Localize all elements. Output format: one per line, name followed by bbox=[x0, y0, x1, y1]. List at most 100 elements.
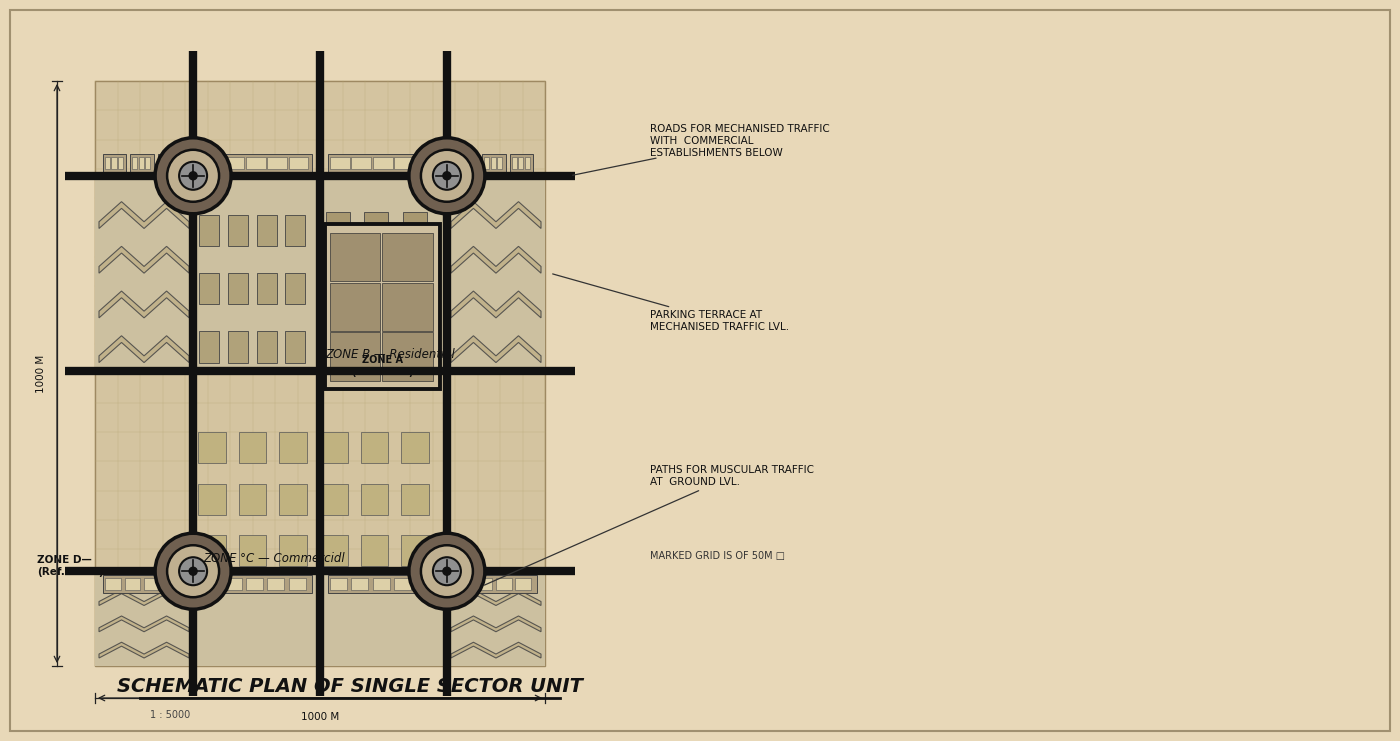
Bar bbox=[402, 484, 428, 514]
Circle shape bbox=[167, 545, 218, 597]
Circle shape bbox=[155, 138, 231, 213]
Bar bbox=[326, 212, 350, 246]
Text: MARKED GRID IS OF 50M □: MARKED GRID IS OF 50M □ bbox=[650, 551, 785, 561]
Circle shape bbox=[409, 138, 484, 213]
Bar bbox=[382, 283, 433, 331]
Bar bbox=[105, 157, 111, 169]
Circle shape bbox=[421, 150, 473, 202]
Bar bbox=[139, 157, 144, 169]
Bar bbox=[496, 578, 511, 591]
Bar bbox=[239, 484, 266, 514]
Bar bbox=[267, 578, 284, 591]
Bar bbox=[364, 270, 388, 305]
Polygon shape bbox=[99, 642, 189, 658]
Bar bbox=[144, 578, 160, 591]
Bar bbox=[288, 157, 308, 169]
Bar bbox=[199, 484, 225, 514]
Bar bbox=[280, 535, 307, 566]
Bar bbox=[497, 157, 503, 169]
Bar bbox=[146, 157, 150, 169]
Polygon shape bbox=[99, 336, 189, 362]
Bar bbox=[455, 575, 538, 594]
Bar bbox=[199, 273, 218, 305]
Bar bbox=[403, 270, 427, 305]
Bar bbox=[482, 154, 505, 172]
Polygon shape bbox=[451, 291, 540, 318]
Text: ZONE D—
(Ref.detail): ZONE D— (Ref.detail) bbox=[36, 556, 104, 577]
Bar bbox=[395, 157, 414, 169]
Polygon shape bbox=[99, 291, 189, 318]
Bar bbox=[160, 157, 165, 169]
Bar bbox=[416, 578, 433, 591]
Bar bbox=[518, 157, 524, 169]
Bar bbox=[228, 215, 248, 246]
Bar bbox=[104, 154, 126, 172]
Bar bbox=[364, 212, 388, 246]
Bar bbox=[203, 157, 223, 169]
Bar bbox=[382, 332, 433, 381]
Circle shape bbox=[433, 162, 461, 190]
Bar bbox=[158, 154, 181, 172]
Bar bbox=[403, 212, 427, 246]
Polygon shape bbox=[451, 336, 540, 362]
Bar bbox=[224, 578, 242, 591]
Bar bbox=[224, 157, 244, 169]
Bar bbox=[330, 233, 381, 282]
Bar bbox=[455, 154, 479, 172]
Circle shape bbox=[433, 557, 461, 585]
Bar bbox=[256, 273, 277, 305]
Bar bbox=[256, 215, 277, 246]
Bar bbox=[463, 157, 469, 169]
Polygon shape bbox=[451, 202, 540, 228]
Circle shape bbox=[421, 545, 473, 597]
Polygon shape bbox=[99, 616, 189, 632]
Bar bbox=[328, 575, 440, 594]
Bar bbox=[286, 331, 305, 362]
Bar bbox=[199, 432, 225, 463]
Circle shape bbox=[442, 567, 451, 575]
Circle shape bbox=[179, 162, 207, 190]
Bar bbox=[133, 157, 137, 169]
Bar bbox=[476, 578, 491, 591]
Bar bbox=[164, 578, 179, 591]
Bar bbox=[403, 328, 427, 362]
Bar bbox=[246, 578, 263, 591]
Bar bbox=[364, 328, 388, 362]
Circle shape bbox=[167, 150, 218, 202]
Polygon shape bbox=[451, 616, 540, 632]
Polygon shape bbox=[99, 590, 189, 605]
Bar bbox=[361, 484, 388, 514]
Bar bbox=[361, 535, 388, 566]
Bar bbox=[167, 157, 171, 169]
Circle shape bbox=[189, 567, 197, 575]
Bar bbox=[280, 432, 307, 463]
Bar bbox=[199, 535, 225, 566]
Bar bbox=[361, 432, 388, 463]
Bar bbox=[239, 432, 266, 463]
Bar bbox=[402, 535, 428, 566]
Text: 1000 M: 1000 M bbox=[301, 712, 339, 722]
Text: PARKING TERRACE AT
MECHANISED TRAFFIC LVL.: PARKING TERRACE AT MECHANISED TRAFFIC LV… bbox=[553, 274, 790, 332]
Bar bbox=[351, 157, 371, 169]
Bar bbox=[288, 578, 305, 591]
Bar bbox=[330, 157, 350, 169]
Circle shape bbox=[179, 557, 207, 585]
Bar bbox=[267, 157, 287, 169]
Polygon shape bbox=[451, 246, 540, 273]
Polygon shape bbox=[451, 590, 540, 605]
Bar bbox=[470, 157, 475, 169]
Bar bbox=[395, 578, 412, 591]
Text: 1000 M: 1000 M bbox=[36, 354, 46, 393]
Bar bbox=[330, 578, 347, 591]
Bar bbox=[105, 578, 120, 591]
Bar bbox=[95, 176, 545, 370]
Bar bbox=[199, 331, 218, 362]
Bar bbox=[202, 575, 312, 594]
Bar bbox=[382, 233, 433, 282]
Bar bbox=[484, 157, 490, 169]
Bar bbox=[372, 578, 389, 591]
Bar bbox=[286, 215, 305, 246]
Bar bbox=[286, 273, 305, 305]
Bar bbox=[510, 154, 533, 172]
Bar bbox=[199, 215, 218, 246]
